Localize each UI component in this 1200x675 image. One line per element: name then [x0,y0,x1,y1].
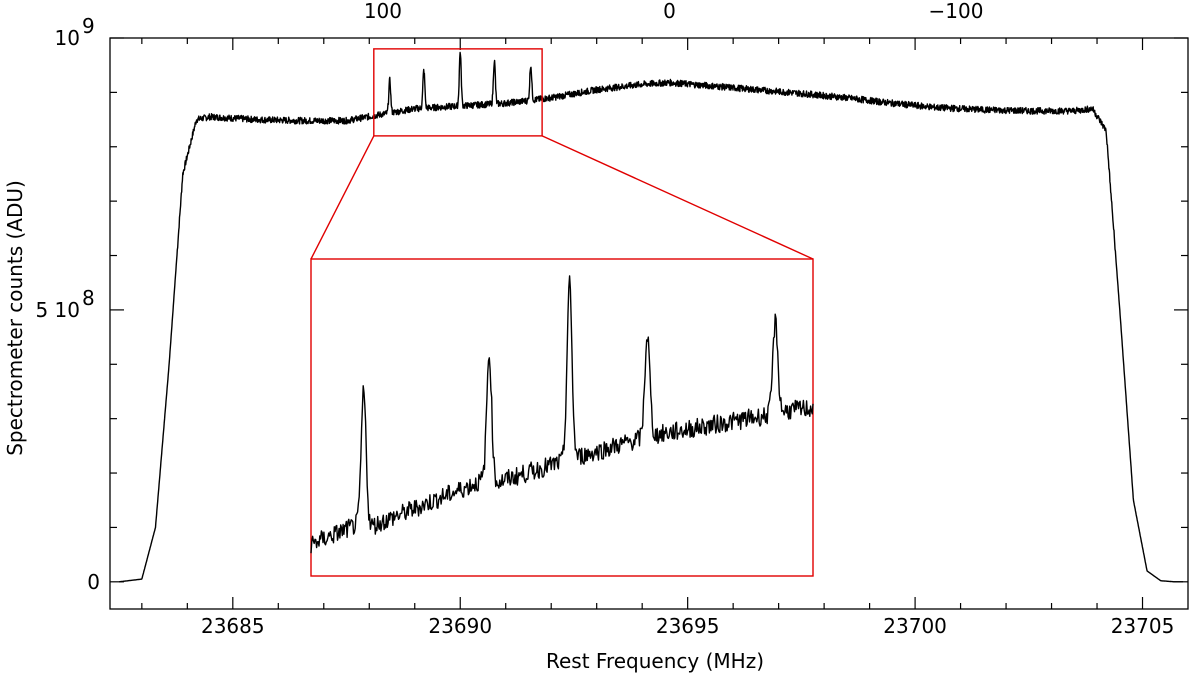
x-tick-label: 23685 [201,614,265,638]
spectrum-line [118,51,1184,583]
top-tick-label: 100 [364,0,402,23]
x-tick-label: 23700 [883,614,947,638]
top-tick-label: −100 [929,0,984,23]
y-tick-exponent: 8 [82,286,95,310]
top-tick-label: 0 [663,0,676,23]
x-axis-label: Rest Frequency (MHz) [546,649,764,673]
y-tick-label: 5 10 [35,298,80,322]
zoom-inset [310,135,814,577]
plot-area [118,48,1184,583]
y-tick-label: 10 [55,26,80,50]
x-tick-label: 23705 [1111,614,1175,638]
y-tick-label: 0 [87,570,100,594]
x-tick-label: 23690 [428,614,492,638]
y-tick-exponent: 9 [82,14,95,38]
inset-spectrum-line [310,275,814,554]
zoom-region-box [373,48,543,137]
plot-frame [109,37,1189,610]
axes: 23685 23690 23695 23700 23705 100 0 −100 0 5 10 8 1… [35,0,1189,638]
zoom-connector-right [541,135,814,260]
y-axis-label: Spectrometer counts (ADU) [3,180,27,456]
x-tick-label: 23695 [656,614,720,638]
zoom-connector-left [310,135,375,260]
